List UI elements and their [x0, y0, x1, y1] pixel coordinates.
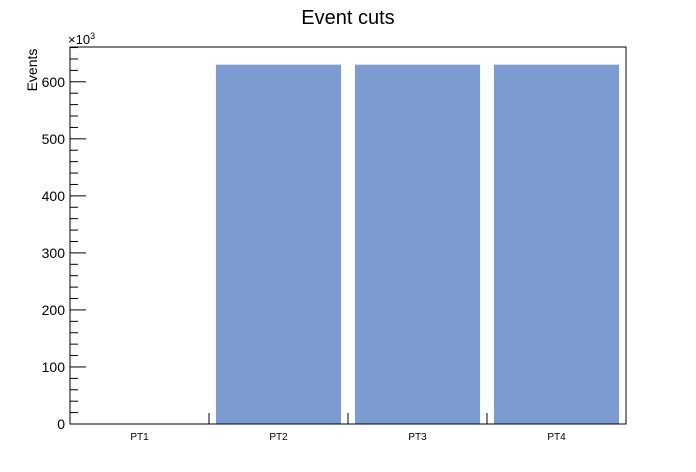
- y-multiplier-exponent: 3: [90, 31, 95, 41]
- y-multiplier-base: ×10: [68, 32, 90, 47]
- bars: [215, 64, 620, 425]
- x-category-label: PT3: [408, 432, 427, 443]
- x-axis-ticks: [208, 413, 488, 424]
- x-category-label: PT1: [130, 432, 149, 443]
- y-axis-ticks: [70, 47, 86, 425]
- y-axis-multiplier: ×103: [68, 31, 95, 47]
- chart-title: Event cuts: [301, 7, 394, 29]
- y-tick-label: 600: [42, 74, 66, 90]
- y-axis-label: Events: [24, 49, 40, 92]
- y-tick-label: 500: [42, 131, 66, 147]
- x-category-label: PT2: [269, 432, 288, 443]
- plot-frame: [69, 46, 627, 425]
- y-tick-label: 0: [57, 416, 65, 432]
- bar-pt2: [215, 64, 342, 425]
- bar-pt4: [493, 64, 620, 425]
- y-tick-label: 100: [42, 359, 66, 375]
- y-axis-tick-labels: 0 100 200 300 400 500 600: [42, 74, 66, 432]
- bar-pt3: [354, 64, 481, 425]
- x-category-label: PT4: [547, 432, 566, 443]
- y-tick-label: 300: [42, 245, 66, 261]
- y-tick-label: 400: [42, 188, 66, 204]
- x-axis-category-labels: PT1 PT2 PT3 PT4: [130, 432, 566, 443]
- y-tick-label: 200: [42, 302, 66, 318]
